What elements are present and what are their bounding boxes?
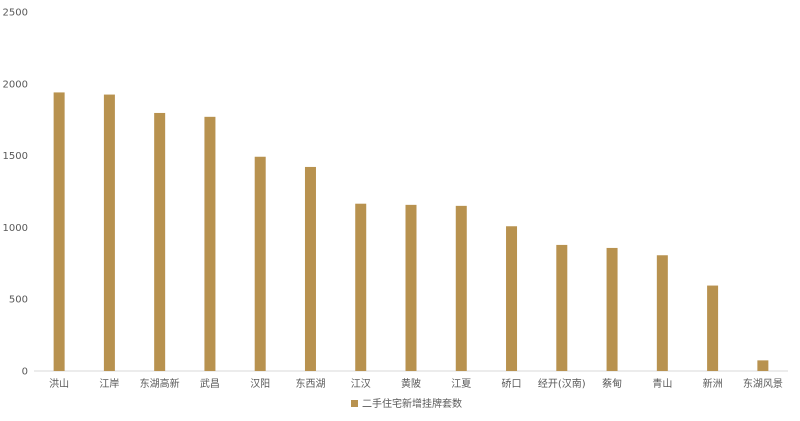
y-axis: 0 500 1000 1500 2000 2500 bbox=[3, 8, 28, 378]
bar bbox=[103, 94, 115, 371]
legend: 二手住宅新增挂牌套数 bbox=[351, 397, 462, 410]
x-tick-label: 武昌 bbox=[200, 377, 220, 390]
bar bbox=[757, 360, 769, 371]
x-tick-label: 经开(汉南) bbox=[538, 377, 586, 390]
x-tick-label: 汉阳 bbox=[250, 378, 270, 390]
y-tick-label: 1000 bbox=[3, 223, 28, 234]
x-axis: 洪山 江岸 东湖高新 武昌 汉阳 东西湖 江汉 黄陂 江夏 硚口 经开(汉南) 蔡甸 青山 新洲 东湖风景 bbox=[49, 377, 783, 390]
x-tick-label: 洪山 bbox=[49, 378, 69, 390]
x-tick-label: 新洲 bbox=[703, 377, 723, 390]
y-tick-label: 1500 bbox=[3, 151, 28, 162]
x-tick-label: 黄陂 bbox=[401, 377, 421, 390]
y-tick-label: 0 bbox=[22, 367, 28, 378]
bar bbox=[455, 205, 467, 371]
x-tick-label: 江汉 bbox=[351, 378, 371, 390]
bar bbox=[656, 255, 668, 371]
x-tick-label: 东西湖 bbox=[295, 377, 325, 390]
bar bbox=[707, 285, 719, 371]
bar bbox=[154, 112, 166, 371]
legend-label: 二手住宅新增挂牌套数 bbox=[362, 397, 462, 410]
bar bbox=[506, 226, 518, 371]
bar bbox=[355, 203, 367, 371]
x-tick-label: 青山 bbox=[652, 377, 672, 390]
bar bbox=[405, 204, 417, 371]
bar bbox=[204, 116, 216, 371]
x-tick-label: 江岸 bbox=[99, 378, 119, 390]
x-tick-label: 江夏 bbox=[451, 378, 471, 390]
x-tick-label: 东湖风景 bbox=[743, 377, 783, 390]
y-tick-label: 2000 bbox=[3, 79, 28, 90]
legend-swatch bbox=[351, 400, 358, 407]
bar-series bbox=[53, 92, 769, 371]
x-tick-label: 东湖高新 bbox=[140, 377, 180, 390]
bar bbox=[556, 244, 568, 371]
bar bbox=[304, 166, 316, 371]
bar bbox=[606, 247, 618, 371]
x-tick-label: 硚口 bbox=[502, 378, 522, 390]
bar bbox=[53, 92, 65, 371]
y-tick-label: 500 bbox=[9, 295, 28, 306]
y-tick-label: 2500 bbox=[3, 8, 28, 19]
bar bbox=[254, 156, 266, 371]
x-tick-label: 蔡甸 bbox=[602, 377, 622, 390]
